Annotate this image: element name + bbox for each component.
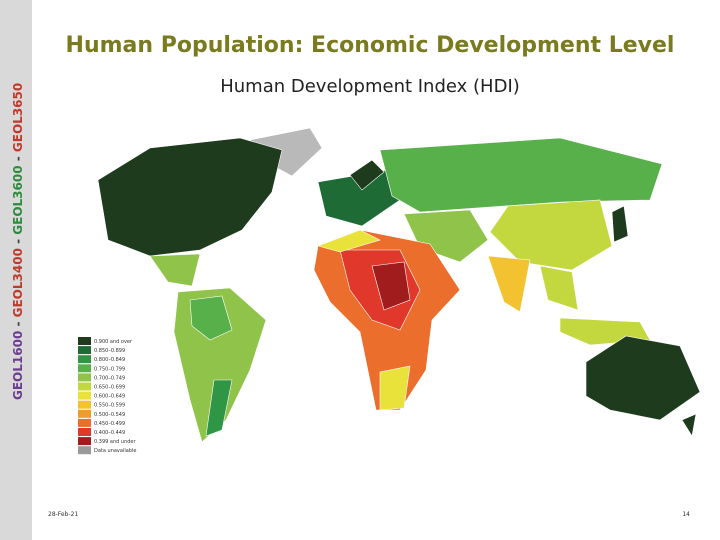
legend-label: 0.550–0.599 [94, 403, 125, 409]
legend-swatch [78, 346, 91, 355]
world-map [97, 127, 701, 443]
side-label-part: GEOL3600 [11, 165, 25, 234]
side-label-part: GEOL1600 [11, 331, 25, 400]
legend-swatch [78, 400, 91, 409]
legend-label: 0.900 and over [94, 339, 133, 345]
page-number: 14 [682, 511, 690, 518]
subtitle: Human Development Index (HDI) [220, 76, 520, 97]
legend-label: 0.700–0.749 [94, 375, 125, 381]
legend-swatch [78, 418, 91, 427]
legend-swatch [78, 355, 91, 364]
legend-label: 0.600–0.649 [94, 394, 125, 400]
legend-label: 0.750–0.799 [94, 366, 125, 372]
side-label: GEOL1600 - GEOL3400 - GEOL3600 - GEOL365… [11, 83, 25, 400]
side-label-part: GEOL3650 [11, 83, 25, 152]
legend-swatch [78, 391, 91, 400]
legend-label: 0.650–0.699 [94, 385, 125, 391]
legend-label: Data unavailable [94, 448, 136, 454]
legend-label: 0.400–0.449 [94, 430, 125, 436]
legend-swatch [78, 337, 91, 345]
legend-swatch [78, 446, 91, 455]
legend-swatch [78, 409, 91, 418]
side-strip [0, 0, 32, 540]
side-label-part: - [11, 317, 25, 330]
legend-label: 0.850–0.899 [94, 348, 125, 354]
title: Human Population: Economic Development L… [66, 33, 675, 58]
legend-swatch [78, 364, 91, 373]
legend: 0.900 and over 0.850–0.899 0.800–0.849 0.75… [72, 332, 142, 456]
side-label-part: - [11, 152, 25, 165]
legend-label: 0.450–0.499 [94, 421, 125, 427]
legend-label: 0.500–0.549 [94, 412, 125, 418]
legend-swatch [78, 373, 91, 382]
legend-label: 0.399 and under [94, 439, 136, 445]
date: 28-Feb-21 [48, 511, 78, 518]
legend-swatch [78, 382, 91, 391]
side-label-part: GEOL3400 [11, 248, 25, 317]
legend-label: 0.800–0.849 [94, 357, 125, 363]
side-label-part: - [11, 235, 25, 248]
legend-swatch [78, 437, 91, 446]
legend-swatch [78, 428, 91, 436]
